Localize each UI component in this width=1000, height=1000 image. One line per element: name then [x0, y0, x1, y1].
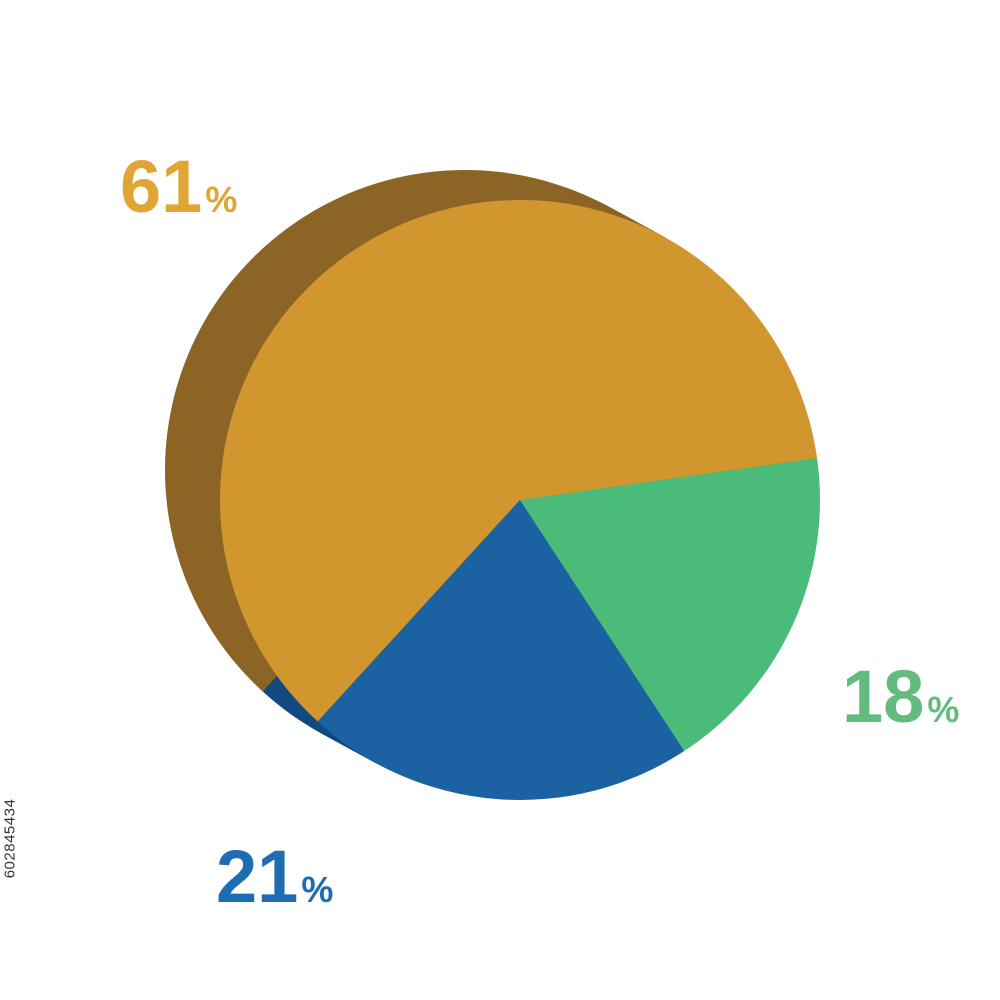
slice-18	[520, 458, 821, 752]
label-slice-18: 18%	[842, 660, 959, 734]
label-slice-21: 21%	[216, 840, 333, 914]
label-61-value: 61	[120, 145, 203, 228]
label-18-value: 18	[842, 655, 925, 738]
slice-21	[317, 500, 685, 801]
label-61-percent-sign: %	[205, 179, 238, 220]
label-slice-61: 61%	[120, 150, 237, 224]
label-21-value: 21	[216, 835, 299, 918]
label-18-percent-sign: %	[927, 689, 960, 730]
stock-id-watermark: 602845434	[1, 798, 19, 879]
slice-61	[220, 200, 818, 722]
label-21-percent-sign: %	[301, 869, 334, 910]
